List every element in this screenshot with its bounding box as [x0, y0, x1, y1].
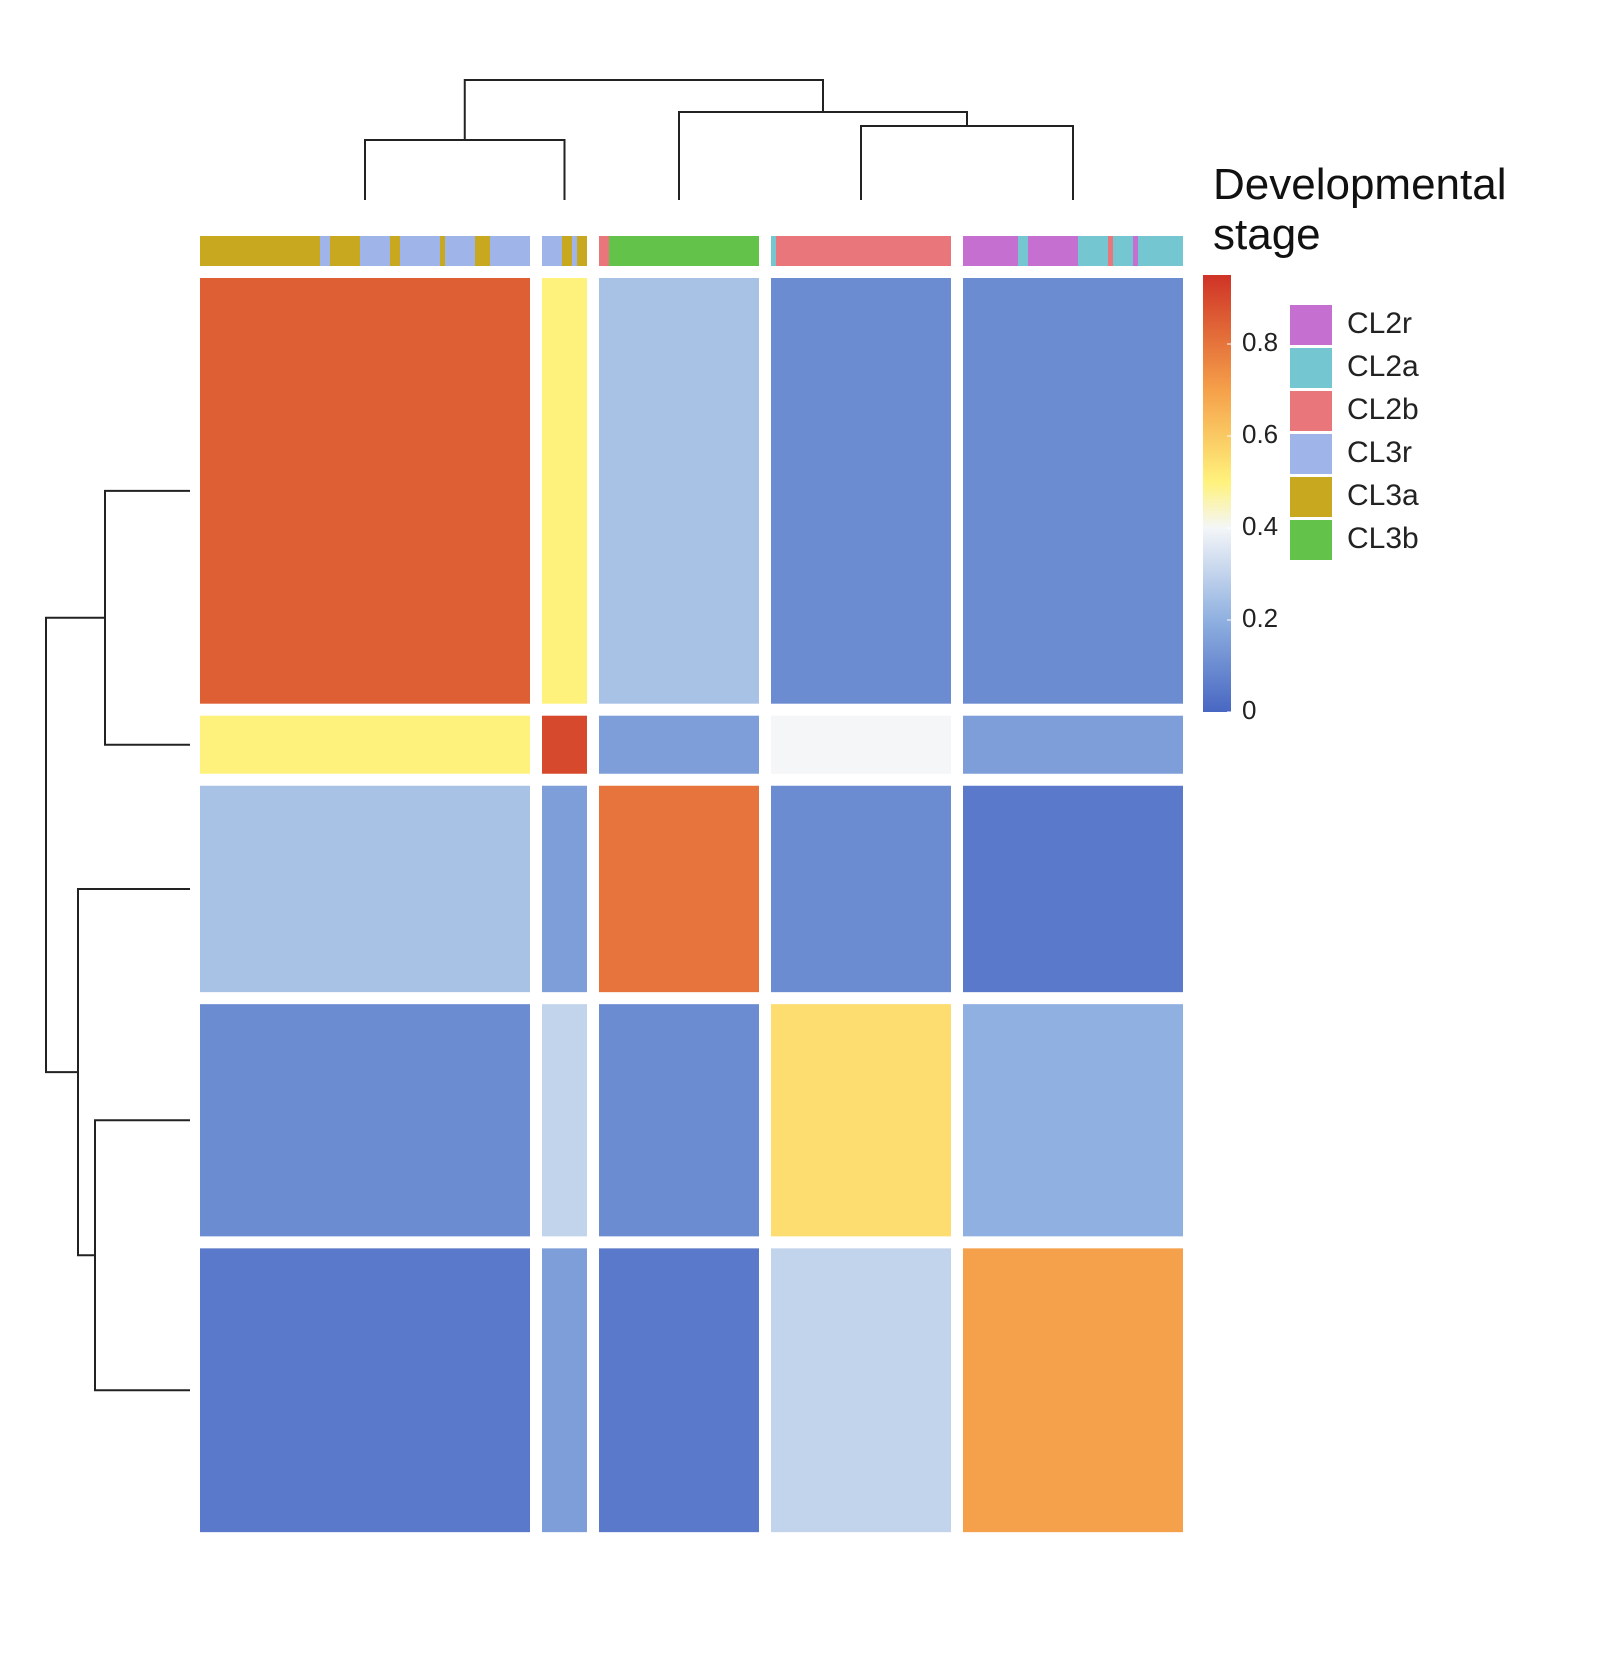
- annotation-segment: [609, 236, 759, 266]
- heatmap-cell: [771, 715, 951, 774]
- annotation-segment: [200, 236, 320, 266]
- legend-label: CL2b: [1347, 393, 1419, 426]
- legend-label: CL2a: [1347, 350, 1419, 383]
- legend-swatch: [1290, 520, 1332, 560]
- dendrogram: [860, 125, 1074, 200]
- colorbar-tick-label: 0.4: [1242, 511, 1278, 541]
- annotation-segment: [572, 236, 577, 266]
- heatmap-cell: [542, 1004, 587, 1237]
- heatmap-cell: [771, 785, 951, 993]
- legend-swatch: [1290, 305, 1332, 345]
- heatmap-cell: [963, 1004, 1183, 1237]
- annotation-segment: [400, 236, 440, 266]
- legend-swatch: [1290, 477, 1332, 517]
- legend-swatch: [1290, 348, 1332, 388]
- annotation-segment: [1018, 236, 1028, 266]
- legend-label: CL3a: [1347, 479, 1419, 512]
- colorbar-tick-label: 0.8: [1242, 327, 1278, 357]
- heatmap-cell: [542, 278, 587, 704]
- annotation-segment: [577, 236, 587, 266]
- heatmap-cell: [599, 1004, 759, 1237]
- colorbar-tick-label: 0.2: [1242, 603, 1278, 633]
- heatmap-cell: [771, 278, 951, 704]
- annotation-segment: [1133, 236, 1138, 266]
- annotation-segment: [1078, 236, 1108, 266]
- legend-title: Developmental stage: [1213, 160, 1507, 259]
- annotation-segment: [599, 236, 609, 266]
- annotation-segment: [1138, 236, 1183, 266]
- annotation-segment: [771, 236, 776, 266]
- annotation-segment: [963, 236, 1018, 266]
- annotation-segment: [542, 236, 562, 266]
- annotation-segment: [390, 236, 400, 266]
- legend-label: CL2r: [1347, 307, 1412, 340]
- colorbar: [1203, 275, 1231, 712]
- annotation-segment: [776, 236, 951, 266]
- legend-swatch: [1290, 434, 1332, 474]
- annotation-segment: [1113, 236, 1133, 266]
- annotation-segment: [320, 236, 330, 266]
- heatmap-cell: [963, 1248, 1183, 1533]
- heatmap-cell: [542, 715, 587, 774]
- dendrogram: [104, 489, 190, 746]
- legend-label: CL3r: [1347, 436, 1412, 469]
- heatmap-cell: [771, 1248, 951, 1533]
- legend-swatch: [1290, 391, 1332, 431]
- annotation-segment: [490, 236, 530, 266]
- dendrogram: [463, 79, 824, 140]
- heatmap-cell: [963, 715, 1183, 774]
- colorbar-tick-label: 0.6: [1242, 419, 1278, 449]
- annotation-segment: [475, 236, 490, 266]
- annotation-segment: [330, 236, 360, 266]
- heatmap-cell: [200, 785, 530, 993]
- dendrogram: [364, 139, 566, 200]
- colorbar-tick-label: 0: [1242, 695, 1256, 725]
- heatmap-cell: [542, 785, 587, 993]
- annotation-segment: [360, 236, 390, 266]
- dendrogram: [45, 616, 105, 1074]
- legend-label: CL3b: [1347, 522, 1419, 555]
- heatmap-cell: [599, 715, 759, 774]
- heatmap-cell: [200, 1004, 530, 1237]
- heatmap-cell: [963, 278, 1183, 704]
- heatmap-cell: [542, 1248, 587, 1533]
- dendrogram: [94, 1119, 190, 1392]
- annotation-segment: [1028, 236, 1078, 266]
- annotation-segment: [1108, 236, 1113, 266]
- heatmap-cell: [599, 278, 759, 704]
- heatmap-cell: [599, 785, 759, 993]
- heatmap-cell: [200, 1248, 530, 1533]
- annotation-segment: [562, 236, 572, 266]
- annotation-segment: [440, 236, 445, 266]
- heatmap-cell: [200, 715, 530, 774]
- heatmap-cell: [200, 278, 530, 704]
- heatmap-cell: [599, 1248, 759, 1533]
- heatmap-cell: [771, 1004, 951, 1237]
- heatmap-cell: [963, 785, 1183, 993]
- annotation-segment: [445, 236, 475, 266]
